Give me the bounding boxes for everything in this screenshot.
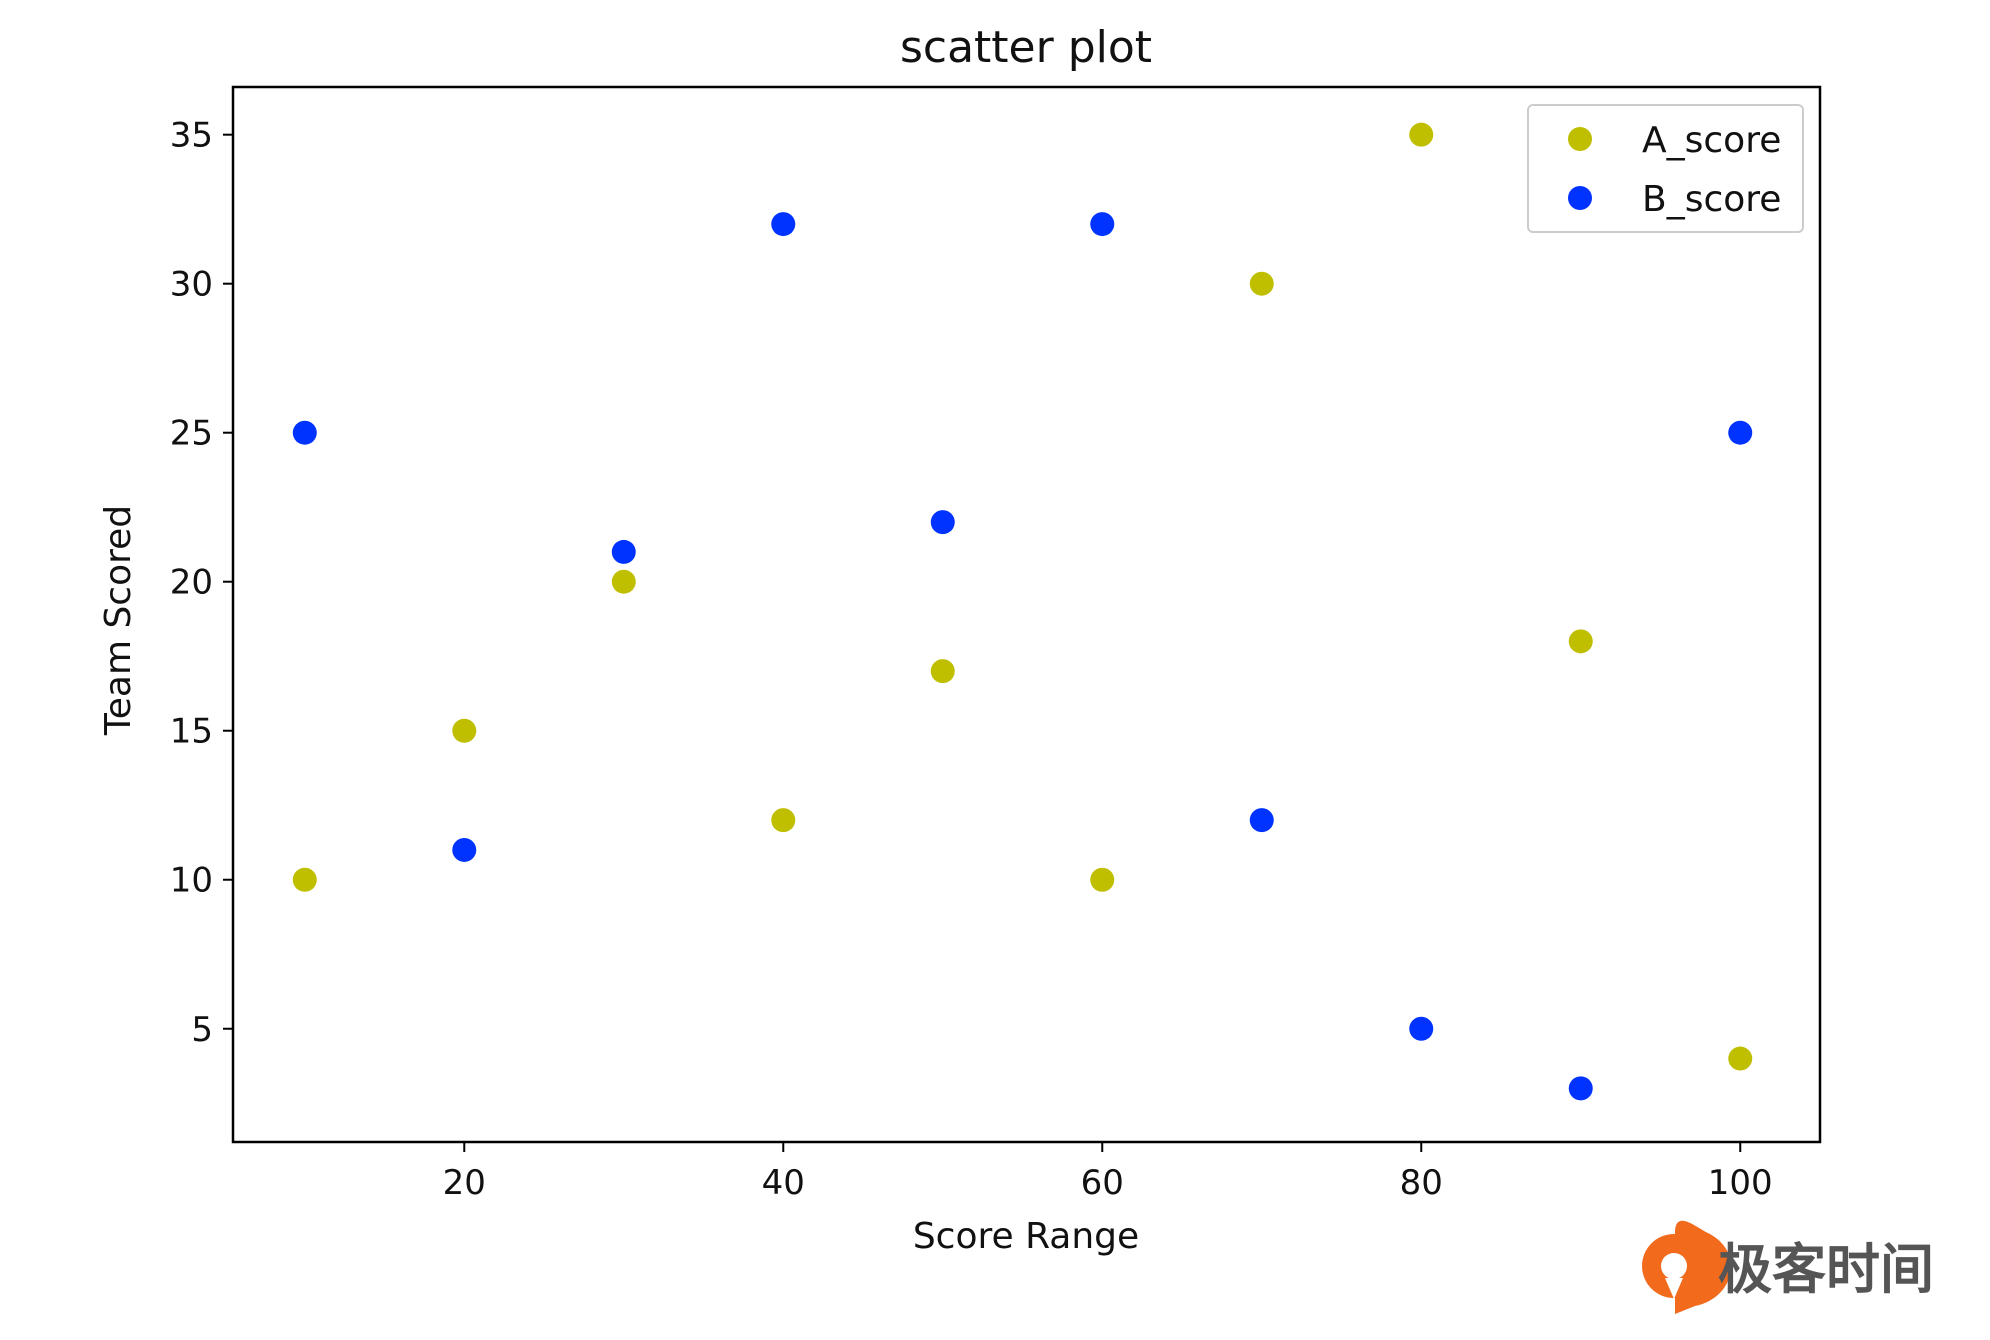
x-tick-label: 100: [1708, 1163, 1773, 1203]
point-B_score-7: [1409, 1016, 1434, 1041]
point-B_score-6: [1249, 808, 1274, 833]
point-B_score-9: [1728, 420, 1753, 445]
x-axis-label: Score Range: [913, 1216, 1139, 1257]
axes-group: 20 40 60 80 100 5 10 15 20 25 30 35: [170, 85, 1822, 1203]
y-axis-label: Team Scored: [98, 505, 139, 736]
point-A_score-6: [1249, 271, 1274, 296]
point-B_score-0: [292, 420, 317, 445]
point-A_score-8: [1568, 629, 1593, 654]
point-A_score-0: [292, 867, 317, 892]
y-tick-label: 25: [170, 414, 213, 454]
point-A_score-3: [771, 808, 796, 833]
points-group: [292, 122, 1753, 1101]
y-tick-label: 30: [170, 265, 213, 305]
x-tick-label: 80: [1400, 1163, 1443, 1203]
point-B_score-3: [771, 212, 796, 237]
legend-marker-B_score: [1568, 186, 1592, 210]
legend-label-A_score: A_score: [1642, 120, 1781, 161]
legend-label-B_score: B_score: [1642, 179, 1781, 220]
plot-frame: [231, 85, 1822, 1144]
point-B_score-8: [1568, 1076, 1593, 1101]
x-tick-label: 40: [762, 1163, 805, 1203]
legend-marker-A_score: [1568, 127, 1592, 151]
point-B_score-5: [1090, 212, 1115, 237]
y-tick-label: 5: [191, 1010, 213, 1050]
x-tick-label: 20: [443, 1163, 486, 1203]
y-tick-label: 35: [170, 116, 213, 156]
point-A_score-5: [1090, 867, 1115, 892]
y-tick-label: 15: [170, 712, 213, 752]
point-A_score-9: [1728, 1046, 1753, 1071]
geektime-logo-icon: [1642, 1220, 1731, 1314]
point-A_score-2: [611, 569, 636, 594]
y-tick-label: 20: [170, 563, 213, 603]
chart-title: scatter plot: [900, 22, 1152, 73]
point-B_score-4: [930, 510, 955, 535]
watermark: 极客时间: [1642, 1220, 1934, 1314]
point-B_score-1: [452, 837, 477, 862]
legend-box: [1527, 104, 1804, 233]
point-A_score-1: [452, 718, 477, 743]
watermark-text: 极客时间: [1718, 1238, 1934, 1301]
point-A_score-4: [930, 659, 955, 684]
point-B_score-2: [611, 539, 636, 564]
point-A_score-7: [1409, 122, 1434, 147]
x-tick-label: 60: [1081, 1163, 1124, 1203]
y-tick-label: 10: [170, 861, 213, 901]
legend: A_score B_score: [1527, 104, 1804, 233]
